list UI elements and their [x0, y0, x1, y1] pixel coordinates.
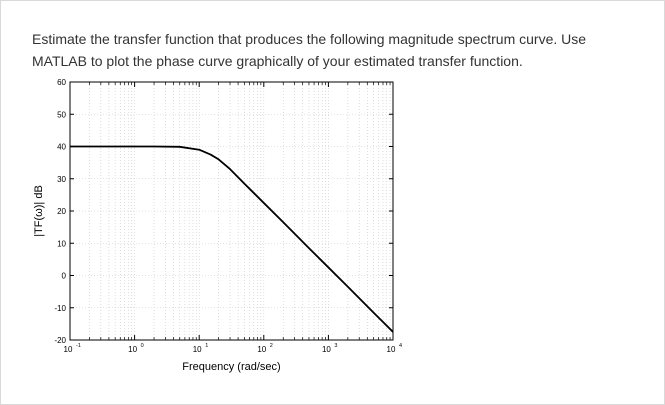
x-tick-label-exponent: 2 — [270, 343, 273, 349]
x-tick-label: 10 — [193, 345, 202, 354]
y-tick-label: 0 — [62, 272, 67, 281]
y-tick-label: 20 — [57, 207, 66, 216]
x-tick-label: 10 — [128, 345, 137, 354]
y-tick-label: 60 — [57, 78, 66, 87]
x-tick-label: 10 — [322, 345, 331, 354]
question-line-2: MATLAB to plot the phase curve graphical… — [32, 53, 523, 69]
question-text: Estimate the transfer function that prod… — [32, 28, 632, 72]
y-tick-label: -10 — [54, 304, 66, 313]
x-tick-label: 10 — [387, 345, 396, 354]
x-tick-label-exponent: 0 — [141, 343, 144, 349]
y-tick-label: -20 — [54, 336, 66, 345]
x-tick-label-exponent: 1 — [205, 343, 208, 349]
x-tick-label: 10 — [64, 345, 73, 354]
x-tick-label-exponent: 3 — [334, 343, 337, 349]
x-axis-label: Frequency (rad/sec) — [182, 361, 280, 373]
x-tick-label: 10 — [257, 345, 266, 354]
y-axis-label: |TF(ω)| dB — [33, 185, 45, 237]
y-tick-label: 30 — [57, 175, 66, 184]
chart-grid — [70, 82, 393, 340]
question-line-1: Estimate the transfer function that prod… — [32, 31, 587, 47]
x-tick-label-exponent: 4 — [399, 343, 402, 349]
magnitude-curve — [70, 145, 394, 333]
y-tick-label: 40 — [57, 143, 66, 152]
y-tick-label: 50 — [57, 110, 66, 119]
y-tick-label: 10 — [57, 239, 66, 248]
x-tick-label-exponent: -1 — [76, 343, 81, 349]
chart-series — [70, 145, 394, 333]
